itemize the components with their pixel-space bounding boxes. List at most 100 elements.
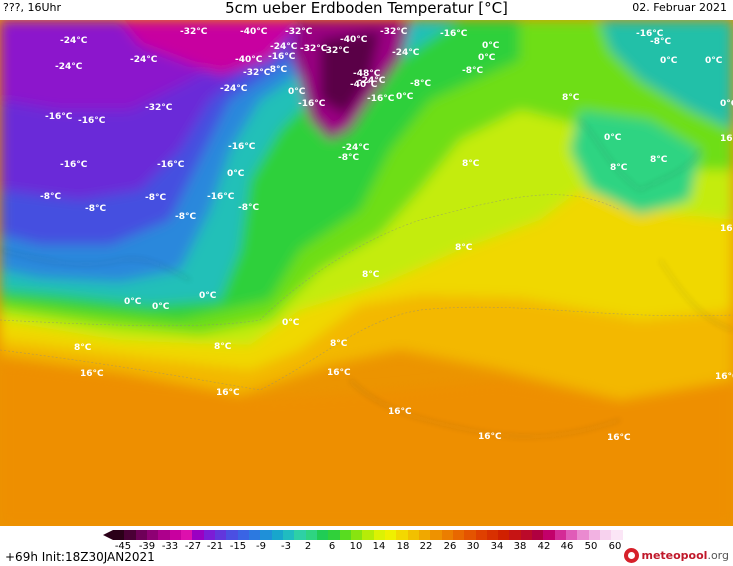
legend-swatch <box>430 530 442 540</box>
temperature-label: -40°C <box>235 55 263 65</box>
meteopool-logo-icon <box>624 547 640 563</box>
temperature-label: -48°C <box>353 69 381 79</box>
legend-swatch <box>600 530 612 540</box>
coastlines <box>0 20 733 437</box>
legend-swatch <box>350 530 363 540</box>
temperature-label: 0°C <box>282 318 300 328</box>
temperature-label: -32°C <box>243 68 271 78</box>
legend-ticks: -45 -39 -33 -27 -21 -15 -9 -3 2 6 10 14 18 22 26 30 34 38… <box>103 541 623 553</box>
legend-swatch <box>180 530 193 540</box>
forecast-info: +69h Init:18Z30JAN2021 <box>5 550 155 564</box>
legend-swatch <box>566 530 578 540</box>
temperature-label: -16°C <box>367 94 395 104</box>
legend-tick-label: 30 <box>466 541 480 552</box>
color-legend: -45 -39 -33 -27 -21 -15 -9 -3 2 6 10 14 18 22 26 30 34 38… <box>0 526 733 566</box>
ocean-orange-zone <box>0 360 733 526</box>
temperature-label: 0°C <box>720 99 733 109</box>
legend-tick-label: 2 <box>304 541 312 552</box>
legend-tick-label: 50 <box>584 541 598 552</box>
legend-swatch <box>611 530 623 540</box>
temperature-label: 8°C <box>362 270 380 280</box>
legend-tick-label: 34 <box>490 541 504 552</box>
map-title: 5cm ueber Erdboden Temperatur [°C] <box>225 0 508 17</box>
temperature-label: -16°C <box>157 160 185 170</box>
temperature-label: 16°C <box>715 372 733 382</box>
legend-swatch <box>135 530 147 540</box>
magenta-zone <box>120 20 300 75</box>
legend-swatch <box>452 530 465 540</box>
legend-swatch <box>339 530 351 540</box>
temperature-label: 0°C <box>199 291 217 301</box>
legend-tick-label: -39 <box>138 541 156 552</box>
temperature-label: -40°C <box>240 27 268 37</box>
legend-tick-label: 42 <box>537 541 551 552</box>
temperature-label: -16°C <box>440 29 468 39</box>
temperature-label: -8°C <box>410 79 431 89</box>
legend-swatch <box>203 530 215 540</box>
temperature-label: -16°C <box>45 112 73 122</box>
temperature-label: -32°C <box>145 103 173 113</box>
legend-swatch <box>577 530 589 540</box>
temperature-label: 0°C <box>478 53 496 63</box>
temperature-label: 0°C <box>152 302 170 312</box>
temperature-label: -32°C <box>300 44 328 54</box>
legend-swatch <box>520 530 533 540</box>
legend-swatch <box>214 530 227 540</box>
arctic-northeast-zone <box>600 20 733 130</box>
temperature-label: -16°C <box>298 99 326 109</box>
temperature-label: 16°C <box>478 432 502 442</box>
temperature-label: -40°C <box>340 35 368 45</box>
temperature-label: -24°C <box>342 143 370 153</box>
temperature-label: -8°C <box>175 212 196 222</box>
legend-swatch <box>396 530 408 540</box>
temperature-label: 16°C <box>607 433 631 443</box>
temperature-label: 0°C <box>288 87 306 97</box>
temperature-label: 16°C <box>720 134 733 144</box>
legend-swatch <box>260 530 272 540</box>
temperature-label: -24°C <box>220 84 248 94</box>
temperature-label: -16°C <box>228 142 256 152</box>
temperature-label: 16°C <box>80 369 104 379</box>
temperature-label: -16°C <box>636 29 664 39</box>
legend-swatch <box>158 530 170 540</box>
meteopool-logo: meteopool.org <box>624 546 729 564</box>
legend-tick-label: -3 <box>281 541 291 552</box>
temperature-label: -24°C <box>55 62 83 72</box>
temperature-label: -8°C <box>266 65 287 75</box>
legend-tick-label: 26 <box>443 541 457 552</box>
temperature-label: 8°C <box>455 243 473 253</box>
legend-tick-label: -45 <box>114 541 132 552</box>
temperature-label: -32°C <box>180 27 208 37</box>
temperature-label: 8°C <box>74 343 92 353</box>
legend-tick-label: 22 <box>419 541 433 552</box>
temperature-label: -8°C <box>462 66 483 76</box>
temperature-label: -8°C <box>338 153 359 163</box>
temperature-label: 0°C <box>227 169 245 179</box>
legend-swatch <box>407 530 419 540</box>
legend-swatch <box>373 530 385 540</box>
legend-swatch <box>543 530 555 540</box>
temperature-label: 16°C <box>388 407 412 417</box>
temperature-label: 16°C <box>720 224 733 234</box>
temperature-label: 8°C <box>562 93 580 103</box>
temperature-label: -16°C <box>60 160 88 170</box>
temperature-label: -8°C <box>650 37 671 47</box>
legend-swatch <box>509 530 521 540</box>
legend-swatch <box>384 530 397 540</box>
temperature-label: -40°C <box>350 80 378 90</box>
temperature-label: -24°C <box>270 42 298 52</box>
legend-swatch <box>316 530 329 540</box>
legend-tick-label: 14 <box>372 541 386 552</box>
forecast-date: 02. Februar 2021 <box>632 1 727 14</box>
temperature-label: 0°C <box>124 297 142 307</box>
temperature-label: 8°C <box>462 159 480 169</box>
legend-tip-low <box>103 530 113 540</box>
legend-tick-label: 60 <box>608 541 622 552</box>
isotherm-lines <box>0 194 733 391</box>
temperature-label: -16°C <box>268 52 296 62</box>
legend-swatch <box>486 530 499 540</box>
legend-tick-label: -21 <box>206 541 224 552</box>
temperature-label: -32°C <box>322 46 350 56</box>
legend-swatch <box>294 530 306 540</box>
temperature-label: -32°C <box>380 27 408 37</box>
